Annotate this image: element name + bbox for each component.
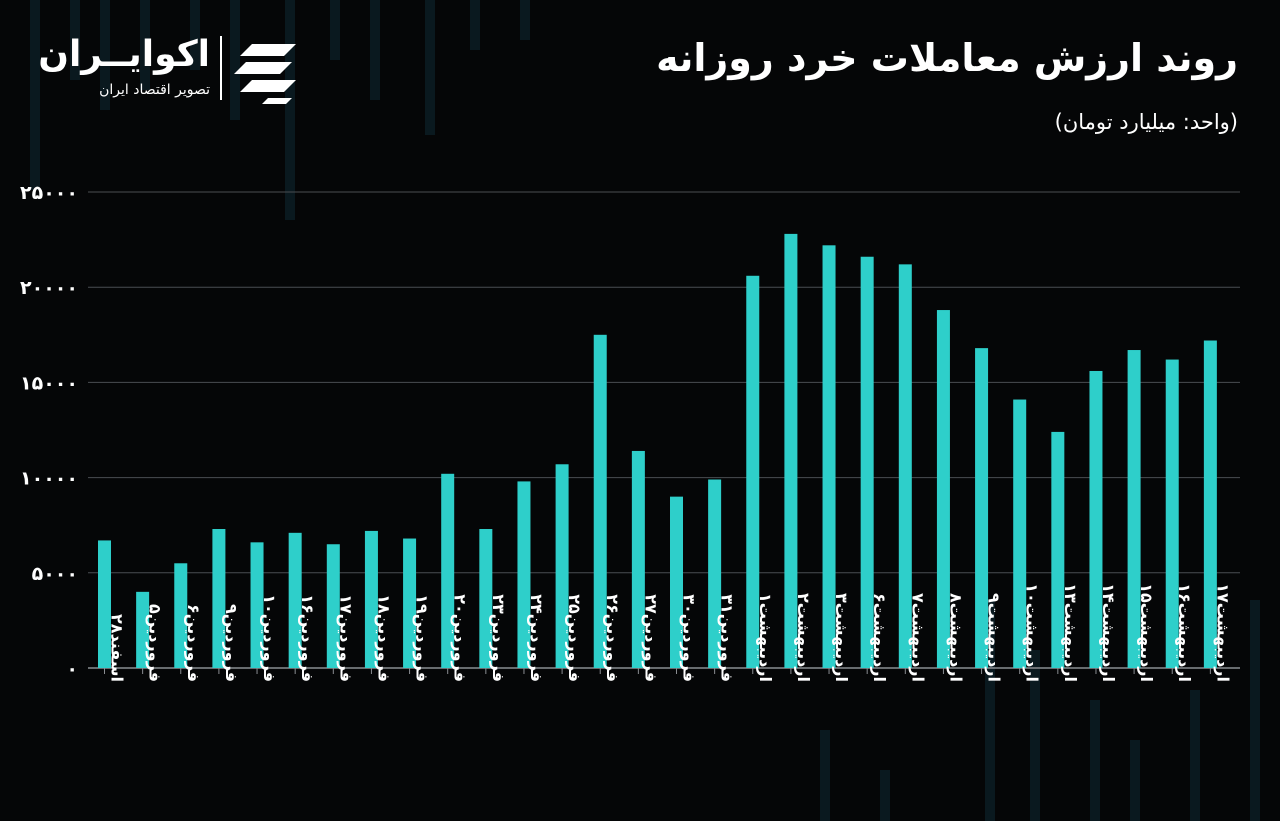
bar [631,450,645,668]
background-candle-column [285,0,295,220]
background-candle-column [520,0,530,40]
bar [746,275,760,668]
background-candle-column [330,0,340,60]
background-candle-column [1090,700,1100,821]
x-tick-label: فروردین۱۸ [374,594,393,682]
x-tick-label: اردیبهشت۱۵ [1137,583,1156,682]
x-tick-label: فروردین۹ [222,604,241,682]
background-candle-column [1030,650,1040,821]
x-tick-label: فروردین۲۴ [527,594,546,682]
x-tick-label: فروردین۱۰ [260,594,279,682]
x-tick-label: فروردین۱۹ [413,594,432,682]
chart-unit-label: (واحد: میلیارد تومان) [1054,110,1238,134]
x-tick-label: فروردین۶ [184,604,203,682]
bar [403,538,417,668]
background-candle-column [190,0,200,70]
bar [174,563,188,668]
x-tick-label: اردیبهشت۸ [946,593,965,682]
bar [1127,350,1141,668]
x-tick-label: فروردین۲۰ [451,594,470,682]
x-tick-label: اردیبهشت۳ [832,593,851,682]
bar [822,245,836,668]
bar [898,264,912,668]
x-tick-label: اسفند۲۸ [108,614,127,682]
logo-divider [220,36,222,100]
y-tick-label: ۵۰۰۰ [32,563,78,585]
x-tick-label: فروردین۲۵ [565,594,584,682]
bar [670,496,683,668]
bar [479,529,493,668]
background-candle-column [70,0,80,80]
bar [364,530,378,668]
background-candle-column [985,600,995,821]
bar [1051,431,1065,668]
bar [593,334,607,668]
bar [555,464,569,668]
x-tick-label: فروردین۲۶ [603,594,622,682]
y-tick-label: ۱۰۰۰۰ [20,468,78,490]
x-tick-label: فروردین۱۶ [298,594,317,682]
x-tick-label: فروردین۵ [146,604,165,682]
background-candle-column [30,0,40,190]
x-tick-label: اردیبهشت۹ [985,593,1004,682]
bar [212,529,226,668]
x-tick-label: فروردین۳۰ [680,594,699,682]
bar [136,591,150,668]
background-candle-column [820,730,830,821]
x-tick-label: فروردین۱۷ [336,594,355,682]
y-tick-label: ۱۵۰۰۰ [20,372,78,394]
x-tick-label: اردیبهشت۱۷ [1213,583,1232,682]
logo-name: اکوایــران [38,34,210,75]
bar [288,532,302,668]
background-candle-column [140,0,150,90]
background-candle-column [230,0,240,120]
x-tick-label: فروردین۲۷ [641,594,660,682]
background-candle-column [1130,740,1140,821]
x-tick-label: اردیبهشت۱۶ [1175,583,1194,682]
x-tick-label: اردیبهشت۱۴ [1099,583,1118,682]
ecoiran-logo-icon [234,44,296,104]
bar [517,481,531,668]
bar [1089,370,1103,668]
logo-tagline: تصویر اقتصاد ایران [99,82,210,98]
background-candle-column [1250,600,1260,821]
bar [1013,399,1027,668]
x-tick-label: فروردین۳۱ [718,594,737,682]
bar [1203,340,1217,668]
chart-title: روند ارزش معاملات خرد روزانه [656,36,1238,80]
bar [784,233,798,668]
bar [975,348,989,668]
x-tick-label: اردیبهشت۷ [908,593,927,682]
x-tick-label: اردیبهشت۱۰ [1023,583,1042,682]
ecoiran-logo: اکوایــران تصویر اقتصاد ایران [38,30,320,110]
background-candle-column [1190,690,1200,821]
y-tick-label: ۲۵۰۰۰ [20,182,78,204]
bar [708,479,722,668]
bar [860,256,874,668]
background-candle-column [425,0,435,135]
y-tick-label: ۲۰۰۰۰ [20,277,78,299]
background-candle-column [100,0,110,110]
x-tick-label: اردیبهشت۱ [756,593,775,682]
bar [98,540,111,668]
bar [250,542,264,668]
bar [441,473,455,668]
x-tick-label: اردیبهشت۱۳ [1061,583,1080,682]
x-tick-label: اردیبهشت۶ [870,593,889,682]
background-candle-column [470,0,480,50]
bar [1165,359,1179,668]
bar [936,310,950,668]
y-tick-label: ۰ [66,658,78,680]
x-tick-label: اردیبهشت۲ [794,593,813,682]
background-candle-column [880,770,890,821]
background-candle-column [370,0,380,100]
x-tick-label: فروردین۲۳ [489,594,508,682]
bar [326,544,340,668]
